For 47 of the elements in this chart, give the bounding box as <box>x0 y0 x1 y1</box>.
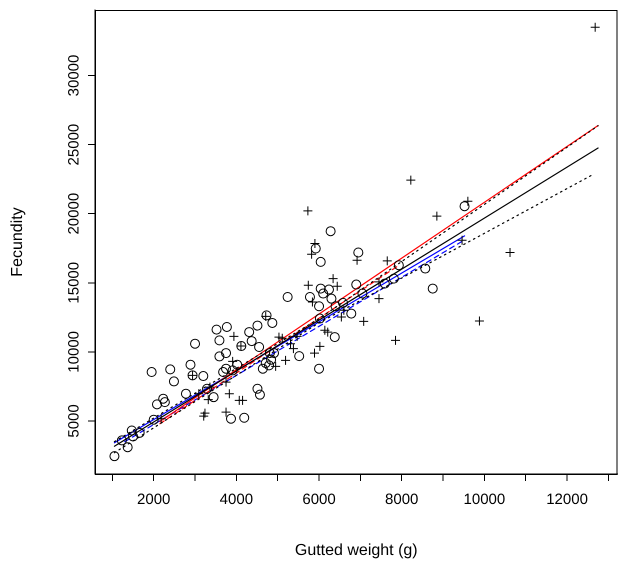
x-tick-label: 8000 <box>385 491 418 508</box>
point <box>303 280 314 290</box>
point <box>374 294 384 304</box>
point <box>277 333 288 344</box>
point <box>358 316 369 326</box>
point <box>338 305 349 316</box>
point <box>292 331 302 342</box>
x-tick-label: 6000 <box>302 491 336 508</box>
point <box>270 361 281 372</box>
point <box>332 281 342 292</box>
point <box>260 311 271 322</box>
point <box>382 256 392 266</box>
point <box>462 196 473 206</box>
point <box>406 175 416 186</box>
point <box>352 255 362 266</box>
point <box>198 411 209 422</box>
point <box>457 235 468 246</box>
point <box>203 394 214 405</box>
point <box>328 274 338 284</box>
point <box>280 355 291 366</box>
y-tick-label: 15000 <box>66 262 83 304</box>
point <box>224 388 234 399</box>
y-tick-label: 20000 <box>66 192 83 235</box>
point <box>314 341 325 352</box>
x-tick-label: 4000 <box>220 491 254 508</box>
x-tick-label: 2000 <box>137 491 170 508</box>
y-axis-title: Fecundity <box>9 207 26 277</box>
y-tick-label: 25000 <box>66 124 83 166</box>
point <box>590 22 600 32</box>
point <box>228 331 239 342</box>
point <box>432 211 442 222</box>
point <box>221 377 232 388</box>
point <box>322 327 333 338</box>
point <box>320 325 330 336</box>
point <box>306 249 317 260</box>
point <box>274 332 284 342</box>
point <box>221 407 232 418</box>
y-tick-label: 10000 <box>66 330 83 373</box>
x-axis-title: Gutted weight (g) <box>294 542 418 559</box>
point <box>302 206 313 216</box>
point <box>200 408 210 418</box>
point <box>390 335 401 346</box>
point <box>188 370 198 380</box>
x-tick-label: 10000 <box>464 491 506 508</box>
y-tick-label: 30000 <box>66 54 83 96</box>
x-tick-label: 12000 <box>546 491 588 508</box>
y-tick-label: 5000 <box>66 404 83 438</box>
